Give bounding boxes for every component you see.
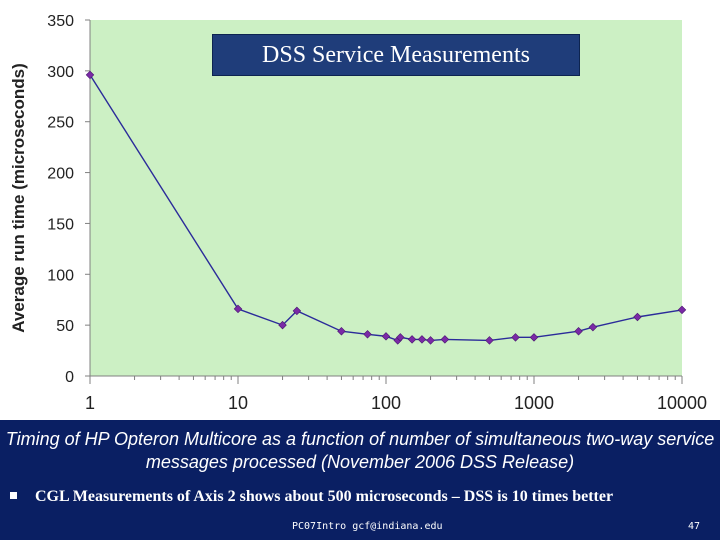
y-tick-label: 350	[47, 13, 74, 30]
y-tick-label: 0	[65, 369, 74, 386]
data-point	[407, 335, 417, 344]
bullet-item: CGL Measurements of Axis 2 shows about 5…	[10, 488, 710, 506]
chart-caption: Timing of HP Opteron Multicore as a func…	[5, 429, 715, 472]
slide-footer: PC07Intro gcf@indiana.edu 47	[0, 521, 720, 535]
data-point	[292, 306, 302, 316]
data-point	[529, 333, 539, 342]
y-tick-label: 150	[47, 216, 74, 233]
x-tick-label: 10000	[657, 393, 707, 413]
series-line	[89, 74, 683, 342]
data-point	[233, 304, 243, 314]
data-point	[337, 327, 346, 336]
data-point	[85, 70, 95, 80]
data-point	[574, 327, 583, 336]
data-point	[396, 333, 405, 342]
data-point	[588, 322, 598, 332]
slide-footer-panel: Timing of HP Opteron Multicore as a func…	[0, 420, 720, 540]
y-axis-label: Average run time (microseconds)	[9, 63, 28, 333]
bullet-square-icon	[10, 491, 17, 499]
data-point	[381, 332, 391, 341]
plot-background	[90, 20, 682, 376]
x-tick-label: 1000	[514, 393, 554, 413]
data-point	[485, 336, 494, 345]
data-point	[363, 330, 372, 339]
y-tick-label: 100	[47, 267, 74, 284]
y-tick-label: 50	[56, 318, 74, 335]
data-point	[677, 305, 687, 315]
data-point	[440, 335, 450, 344]
data-point	[426, 336, 435, 345]
chart-area: 0 50 100 150 200 250 300 350 1 10 100 1000 10000 Aver…	[9, 13, 708, 413]
y-tick-label: 200	[47, 166, 74, 183]
data-point	[417, 335, 427, 344]
chart-svg: 0 50 100 150 200 250 300 350 1 10 100 1000 10000 Aver…	[9, 13, 707, 413]
bullet-text: CGL Measurements of Axis 2 shows about 5…	[35, 488, 614, 505]
data-point	[278, 320, 287, 330]
x-tick-label: 10	[228, 393, 248, 413]
x-tick-label: 1	[85, 393, 95, 413]
y-tick-label: 250	[47, 115, 74, 132]
x-tick-label: 100	[371, 393, 401, 413]
page-number: 47	[687, 521, 700, 532]
data-point	[511, 333, 520, 342]
chart-title: DSS Service Measurements	[212, 34, 580, 76]
y-tick-label: 300	[47, 64, 74, 81]
footer-presentation-info: PC07Intro gcf@indiana.edu	[292, 521, 443, 532]
data-point	[633, 312, 642, 322]
